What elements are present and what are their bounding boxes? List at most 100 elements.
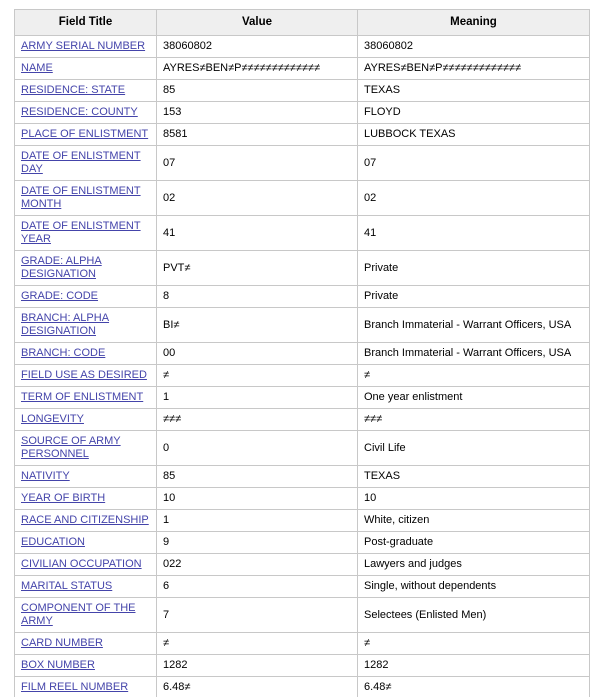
- table-row: BRANCH: ALPHA DESIGNATION BI≠ Branch Immat…: [14, 307, 590, 343]
- meaning-cell: ≠: [357, 632, 590, 655]
- field-title-link[interactable]: RESIDENCE: STATE: [21, 84, 126, 96]
- field-title-link[interactable]: YEAR OF BIRTH: [21, 492, 106, 504]
- value-cell: 38060802: [156, 35, 358, 58]
- field-title-cell: YEAR OF BIRTH: [14, 487, 157, 510]
- table-row: COMPONENT OF THE ARMY 7 Selectees (Enliste…: [14, 597, 590, 633]
- field-title-link[interactable]: CARD NUMBER: [21, 637, 103, 649]
- meaning-cell: AYRES≠BEN≠P≠≠≠≠≠≠≠≠≠≠≠≠≠: [357, 57, 590, 80]
- table-row: GRADE: ALPHA DESIGNATION PVT≠ Private: [14, 250, 590, 286]
- meaning-cell: 6.48≠: [357, 676, 590, 697]
- table-row: CIVILIAN OCCUPATION 022 Lawyers and judges: [14, 553, 590, 576]
- value-cell: 9: [156, 531, 358, 554]
- table-row: DATE OF ENLISTMENT YEAR 41 41: [14, 215, 590, 251]
- meaning-cell: ≠: [357, 364, 590, 387]
- value-cell: BI≠: [156, 307, 358, 343]
- meaning-cell: Branch Immaterial - Warrant Officers, US…: [357, 342, 590, 365]
- field-title-link[interactable]: DATE OF ENLISTMENT YEAR: [21, 220, 141, 245]
- table-row: PLACE OF ENLISTMENT 8581 LUBBOCK TEXAS: [14, 123, 590, 146]
- field-title-link[interactable]: DATE OF ENLISTMENT MONTH: [21, 185, 141, 210]
- table-row: NATIVITY 85 TEXAS: [14, 465, 590, 488]
- field-title-cell: RESIDENCE: STATE: [14, 79, 157, 102]
- field-title-link[interactable]: TERM OF ENLISTMENT: [21, 391, 144, 403]
- field-title-link[interactable]: RACE AND CITIZENSHIP: [21, 514, 149, 526]
- table-row: CARD NUMBER ≠ ≠: [14, 632, 590, 655]
- meaning-cell: Single, without dependents: [357, 575, 590, 598]
- meaning-cell: TEXAS: [357, 465, 590, 488]
- value-cell: 1282: [156, 654, 358, 677]
- field-title-link[interactable]: DATE OF ENLISTMENT DAY: [21, 150, 141, 175]
- field-title-link[interactable]: SOURCE OF ARMY PERSONNEL: [21, 435, 121, 460]
- field-title-cell: SOURCE OF ARMY PERSONNEL: [14, 430, 157, 466]
- field-title-cell: GRADE: ALPHA DESIGNATION: [14, 250, 157, 286]
- table-row: LONGEVITY ≠≠≠ ≠≠≠: [14, 408, 590, 431]
- table-row: GRADE: CODE 8 Private: [14, 285, 590, 308]
- field-title-cell: CIVILIAN OCCUPATION: [14, 553, 157, 576]
- field-title-link[interactable]: COMPONENT OF THE ARMY: [21, 602, 136, 627]
- meaning-cell: 02: [357, 180, 590, 216]
- field-title-cell: RESIDENCE: COUNTY: [14, 101, 157, 124]
- field-title-link[interactable]: FIELD USE AS DESIRED: [21, 369, 147, 381]
- meaning-cell: Branch Immaterial - Warrant Officers, US…: [357, 307, 590, 343]
- table-row: FIELD USE AS DESIRED ≠ ≠: [14, 364, 590, 387]
- header-row: Field Title Value Meaning: [14, 9, 590, 36]
- field-title-link[interactable]: LONGEVITY: [21, 413, 84, 425]
- table-row: FILM REEL NUMBER 6.48≠ 6.48≠: [14, 676, 590, 697]
- table-row: TERM OF ENLISTMENT 1 One year enlistment: [14, 386, 590, 409]
- field-title-cell: FIELD USE AS DESIRED: [14, 364, 157, 387]
- field-title-link[interactable]: NAME: [21, 62, 53, 74]
- meaning-cell: TEXAS: [357, 79, 590, 102]
- field-title-link[interactable]: FILM REEL NUMBER: [21, 681, 129, 693]
- field-title-cell: RACE AND CITIZENSHIP: [14, 509, 157, 532]
- field-title-link[interactable]: GRADE: ALPHA DESIGNATION: [21, 255, 102, 280]
- meaning-cell: ≠≠≠: [357, 408, 590, 431]
- field-title-link[interactable]: BRANCH: ALPHA DESIGNATION: [21, 312, 110, 337]
- table-row: YEAR OF BIRTH 10 10: [14, 487, 590, 510]
- field-title-cell: LONGEVITY: [14, 408, 157, 431]
- value-cell: 153: [156, 101, 358, 124]
- table-row: DATE OF ENLISTMENT MONTH 02 02: [14, 180, 590, 216]
- field-title-link[interactable]: CIVILIAN OCCUPATION: [21, 558, 142, 570]
- meaning-cell: Post-graduate: [357, 531, 590, 554]
- table-row: BOX NUMBER 1282 1282: [14, 654, 590, 677]
- field-title-cell: CARD NUMBER: [14, 632, 157, 655]
- value-cell: 02: [156, 180, 358, 216]
- field-title-cell: MARITAL STATUS: [14, 575, 157, 598]
- value-cell: 022: [156, 553, 358, 576]
- field-title-link[interactable]: EDUCATION: [21, 536, 85, 548]
- table-row: BRANCH: CODE 00 Branch Immaterial - Warran…: [14, 342, 590, 365]
- field-title-link[interactable]: GRADE: CODE: [21, 290, 99, 302]
- meaning-cell: One year enlistment: [357, 386, 590, 409]
- column-header-field-title: Field Title: [14, 9, 157, 36]
- meaning-cell: 1282: [357, 654, 590, 677]
- field-title-cell: EDUCATION: [14, 531, 157, 554]
- field-title-link[interactable]: BOX NUMBER: [21, 659, 95, 671]
- field-title-cell: BRANCH: CODE: [14, 342, 157, 365]
- field-title-cell: FILM REEL NUMBER: [14, 676, 157, 697]
- value-cell: 6.48≠: [156, 676, 358, 697]
- value-cell: 1: [156, 386, 358, 409]
- table-row: DATE OF ENLISTMENT DAY 07 07: [14, 145, 590, 181]
- value-cell: 85: [156, 79, 358, 102]
- field-title-link[interactable]: ARMY SERIAL NUMBER: [21, 40, 146, 52]
- field-title-link[interactable]: NATIVITY: [21, 470, 70, 482]
- meaning-cell: 07: [357, 145, 590, 181]
- field-title-link[interactable]: BRANCH: CODE: [21, 347, 106, 359]
- meaning-cell: FLOYD: [357, 101, 590, 124]
- table-row: ARMY SERIAL NUMBER 38060802 38060802: [14, 35, 590, 58]
- table-row: RACE AND CITIZENSHIP 1 White, citizen: [14, 509, 590, 532]
- column-header-value: Value: [156, 9, 358, 36]
- value-cell: ≠: [156, 632, 358, 655]
- field-title-link[interactable]: MARITAL STATUS: [21, 580, 113, 592]
- value-cell: 8581: [156, 123, 358, 146]
- meaning-cell: White, citizen: [357, 509, 590, 532]
- field-title-link[interactable]: PLACE OF ENLISTMENT: [21, 128, 149, 140]
- meaning-cell: Selectees (Enlisted Men): [357, 597, 590, 633]
- value-cell: PVT≠: [156, 250, 358, 286]
- field-title-cell: NATIVITY: [14, 465, 157, 488]
- meaning-cell: Lawyers and judges: [357, 553, 590, 576]
- field-title-cell: GRADE: CODE: [14, 285, 157, 308]
- value-cell: 00: [156, 342, 358, 365]
- meaning-cell: 38060802: [357, 35, 590, 58]
- field-title-link[interactable]: RESIDENCE: COUNTY: [21, 106, 138, 118]
